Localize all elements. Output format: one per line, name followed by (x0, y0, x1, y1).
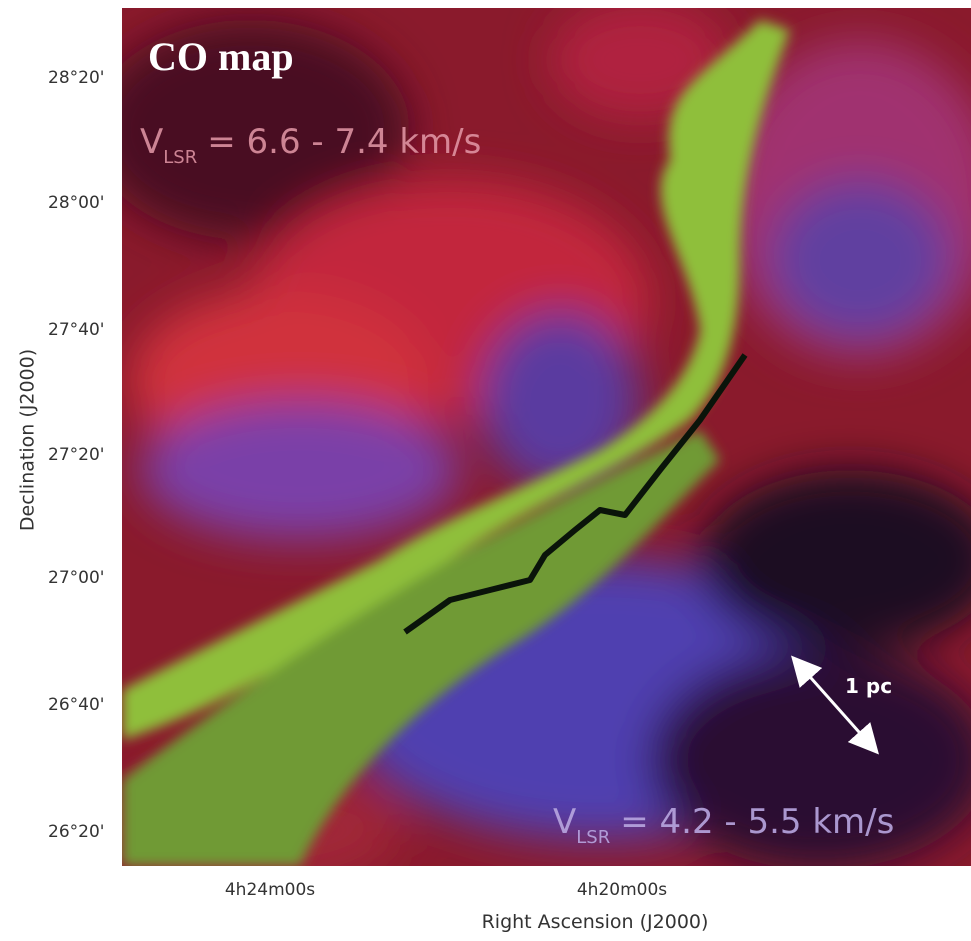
scale-label: 1 pc (845, 674, 892, 698)
v-subscript: LSR (576, 827, 610, 848)
v-symbol: V (553, 802, 576, 842)
y-tick-label: 26°40' (48, 695, 104, 715)
v-range: = 4.2 - 5.5 km/s (620, 802, 894, 842)
figure: 28°20' 28°00' 27°40' 27°20' 27°00' 26°40' 26°2… (0, 0, 971, 941)
x-axis-title: Right Ascension (J2000) (482, 911, 709, 933)
y-tick-label: 28°20' (48, 68, 104, 88)
y-tick-label: 26°20' (48, 822, 104, 842)
v-symbol: V (140, 122, 163, 162)
tick-labels-y: 28°20' 28°00' 27°40' 27°20' 27°00' 26°40' 26°2… (48, 68, 104, 842)
y-tick-label: 27°40' (48, 320, 104, 340)
v-range: = 6.6 - 7.4 km/s (207, 122, 481, 162)
y-tick-label: 27°20' (48, 445, 104, 465)
y-tick-label: 27°00' (48, 568, 104, 588)
map-title: CO map (148, 34, 294, 79)
y-tick-label: 28°00' (48, 193, 104, 213)
tick-labels-x: 4h24m00s 4h20m00s (225, 880, 667, 900)
x-tick-label: 4h20m00s (577, 880, 667, 900)
v-subscript: LSR (163, 147, 197, 168)
x-tick-label: 4h24m00s (225, 880, 315, 900)
y-axis-title: Declination (J2000) (17, 349, 39, 531)
